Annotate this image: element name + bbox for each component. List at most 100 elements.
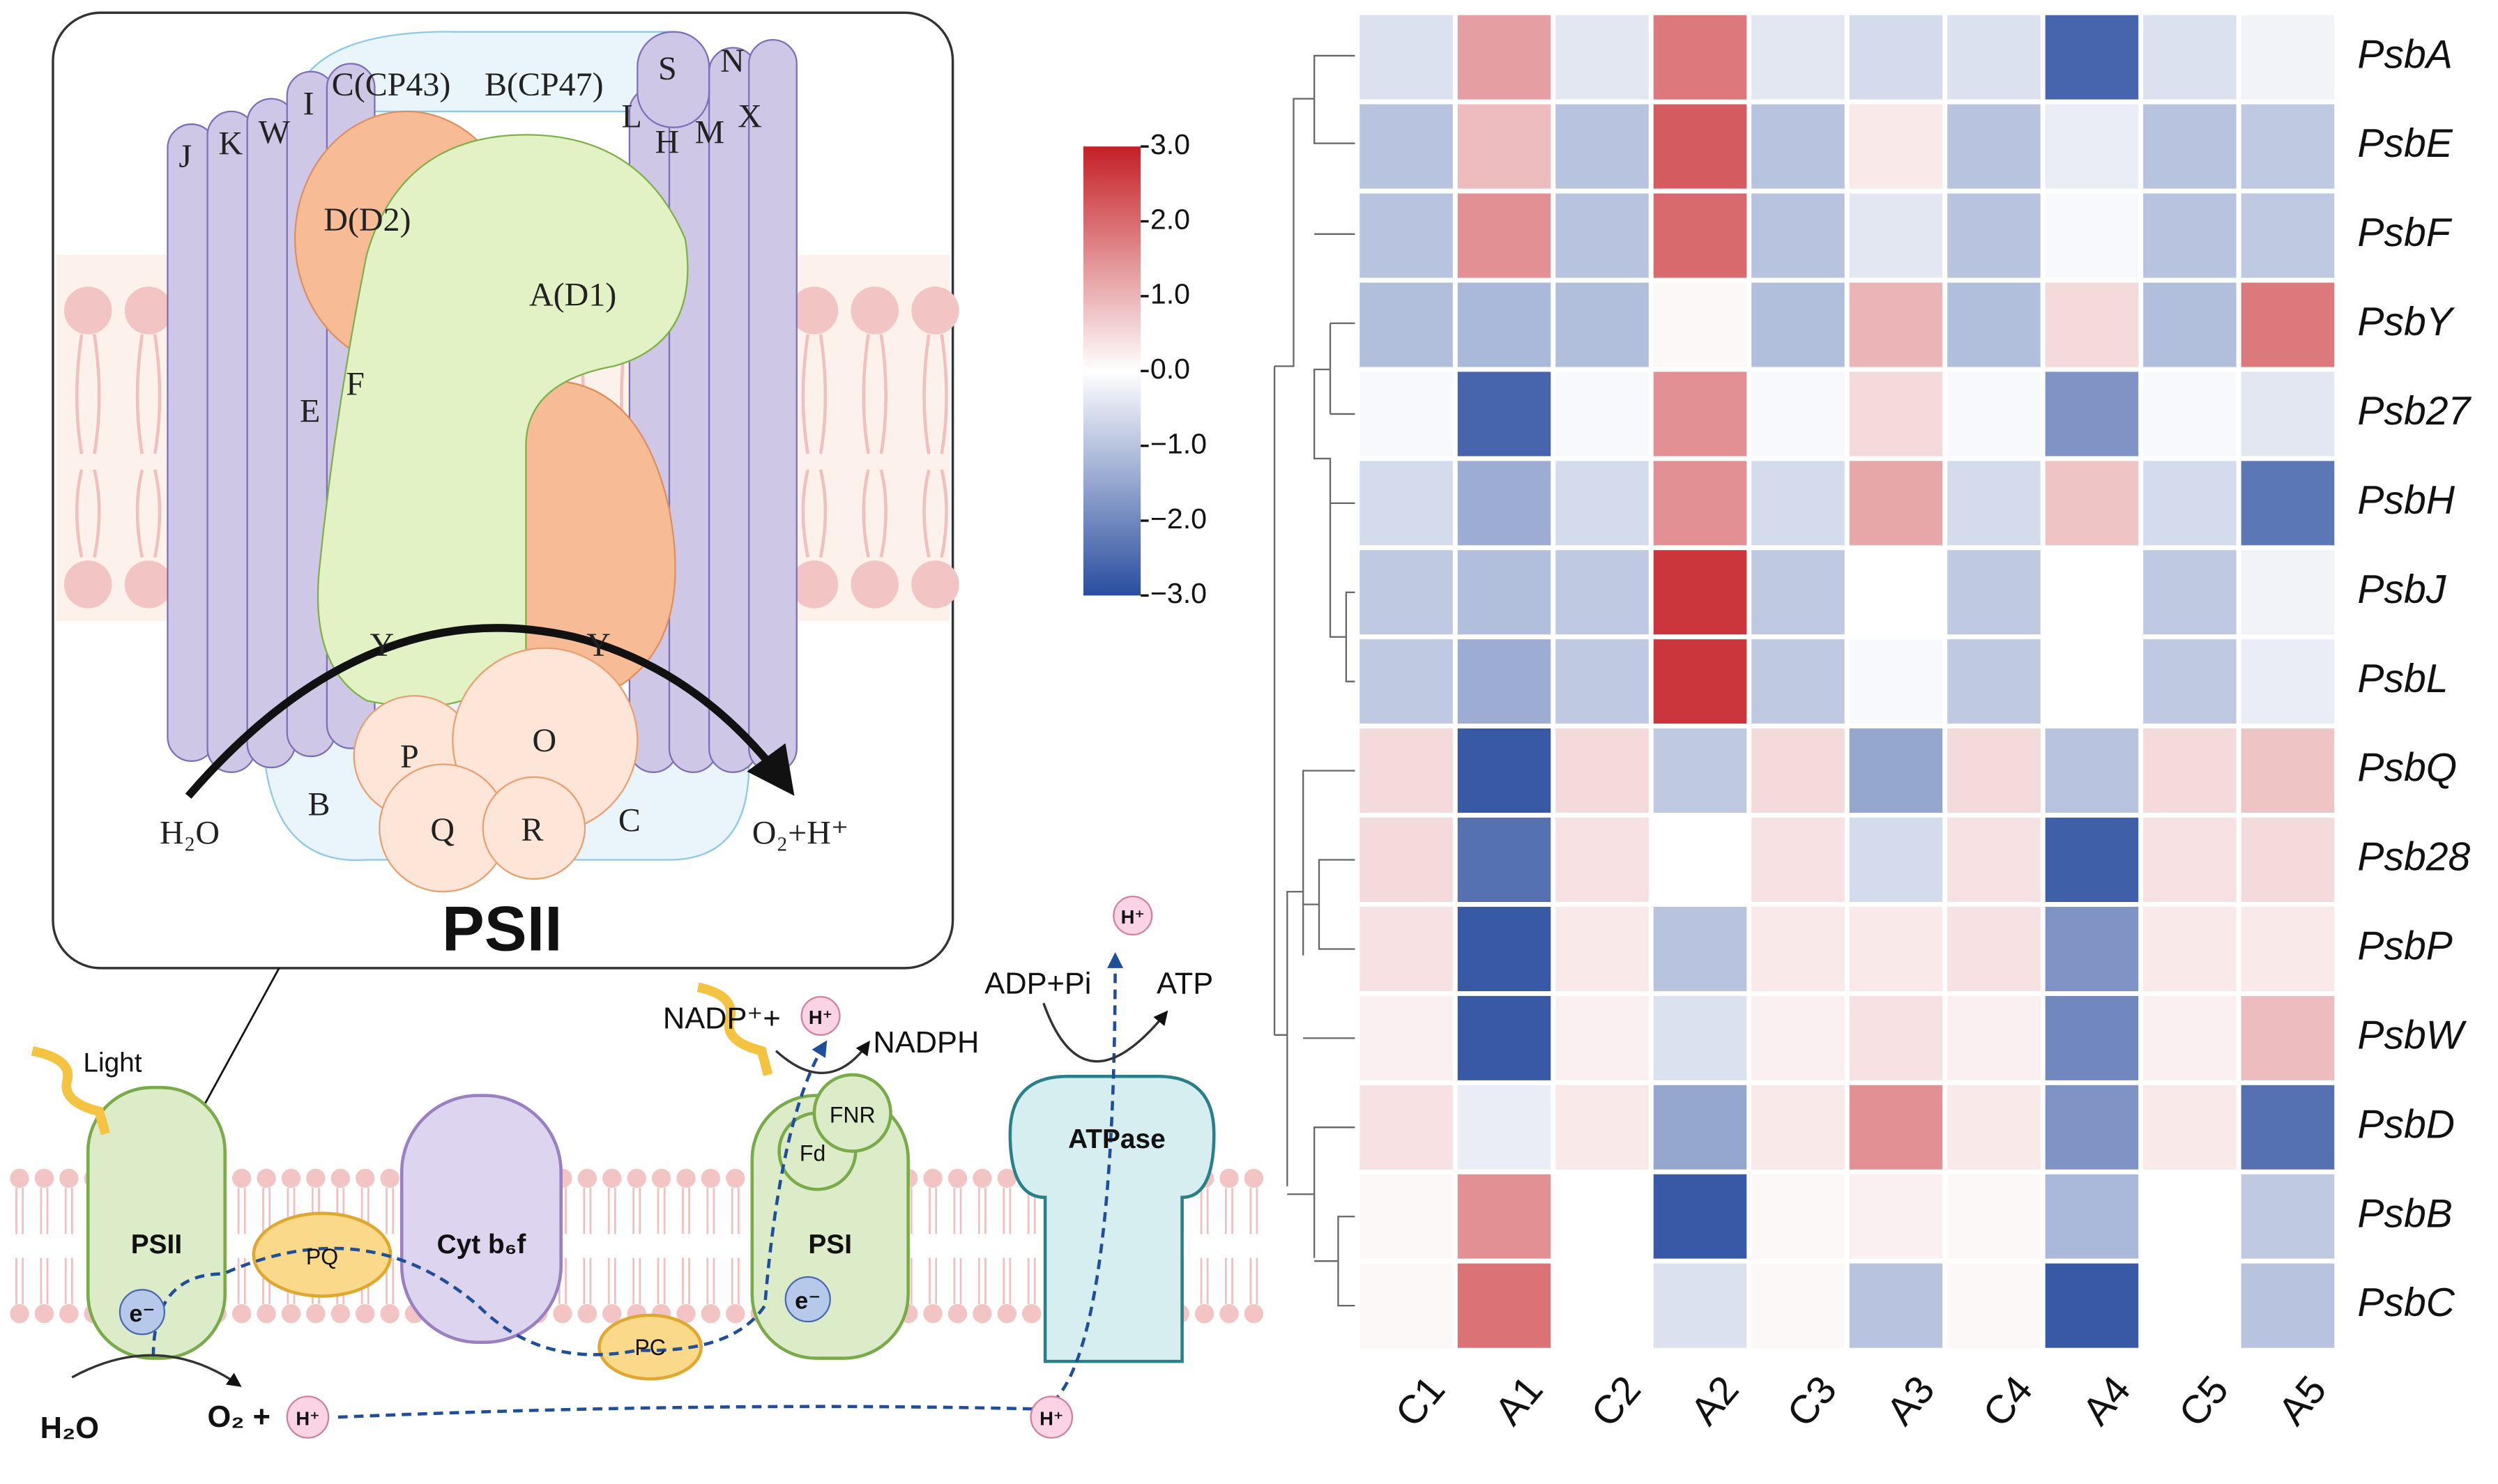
lipid-head <box>59 1168 79 1188</box>
heat-cell <box>1355 545 1458 640</box>
heat-cell <box>1355 1258 1458 1353</box>
heat-cell <box>1942 1080 2046 1175</box>
heat-cell <box>1746 634 1850 729</box>
heat-cell <box>2138 367 2241 461</box>
lipid-head <box>701 1303 721 1324</box>
column-label: C3 <box>1779 1368 1845 1435</box>
lipid <box>237 1188 246 1304</box>
heat-cell <box>1452 902 1556 996</box>
subunit-label: C(CP43) <box>332 66 451 103</box>
heat-cell <box>2040 990 2144 1085</box>
heat-cell <box>2138 902 2241 996</box>
colorbar-tick-label: 0.0 <box>1150 353 1190 385</box>
heat-cell <box>1942 277 2046 372</box>
lipid <box>135 334 162 558</box>
heat-cell <box>1355 188 1458 283</box>
heat-cell <box>1844 1258 1948 1353</box>
row-label: PsbL <box>2357 657 2448 701</box>
lipid <box>1225 1188 1233 1304</box>
heat-cell <box>1355 724 1458 818</box>
lipid-head <box>124 286 173 335</box>
heat-cell <box>1551 724 1654 818</box>
heat-cell <box>1551 1169 1654 1264</box>
pq-label: PQ <box>306 1244 338 1269</box>
lipid-head <box>911 560 959 609</box>
heat-cell <box>1648 367 1752 461</box>
subunit-label: Y <box>586 627 611 664</box>
lipid-head <box>701 1168 721 1188</box>
lipid <box>40 1188 49 1304</box>
heat-cell <box>1551 990 1654 1085</box>
lipid-head <box>923 1303 943 1324</box>
heat-cell <box>1942 813 2046 907</box>
lipid <box>706 1188 715 1304</box>
heat-cell <box>1942 456 2046 551</box>
lipid <box>1200 1188 1209 1304</box>
electron-label: e⁻ <box>129 1301 155 1327</box>
heat-cell <box>1648 277 1752 372</box>
lipid <box>607 1188 616 1304</box>
heat-cell <box>2138 1258 2241 1353</box>
subunit-label: Q <box>430 811 455 848</box>
heat-cell <box>2138 99 2241 194</box>
lipid <box>1249 1188 1258 1304</box>
colorbar-tick-label: −2.0 <box>1150 503 1207 535</box>
lipid-head <box>257 1168 276 1188</box>
heat-cell <box>1551 10 1654 105</box>
lipid-head <box>1021 1303 1042 1324</box>
heat-cell <box>1746 990 1850 1085</box>
heat-cell <box>1551 99 1654 194</box>
subunit-label: S <box>658 50 677 87</box>
heat-cell <box>2040 456 2144 551</box>
proton-icons <box>286 895 1153 1439</box>
subunit-label: X <box>738 98 762 135</box>
nadp-label: NADP⁺+ <box>663 1002 781 1036</box>
lipid <box>64 1188 73 1304</box>
psii-label: PSII <box>131 1230 182 1260</box>
heat-cell <box>1746 724 1850 818</box>
subunit-label: J <box>178 138 192 175</box>
subunit-label: E <box>300 392 320 429</box>
heat-cell <box>2040 902 2144 996</box>
lipid <box>731 1188 740 1304</box>
heat-cell <box>1746 367 1850 461</box>
lipid-head <box>355 1168 375 1188</box>
lipid-head <box>726 1303 745 1324</box>
heat-cell <box>1355 813 1458 907</box>
heat-cell <box>2236 456 2340 551</box>
row-label: PsbH <box>2357 478 2455 523</box>
heat-cell <box>1746 1169 1850 1264</box>
heat-cell <box>2236 990 2340 1085</box>
heat-cell <box>2236 724 2340 818</box>
subunit-label: B(CP47) <box>485 66 604 103</box>
lipid-head <box>231 1303 252 1324</box>
subunit-label: N <box>720 43 745 79</box>
lipid <box>632 1188 641 1304</box>
lipid-head <box>306 1168 326 1188</box>
heat-cell <box>2236 902 2340 996</box>
pc-label: PC <box>634 1335 665 1360</box>
d1 <box>317 134 689 707</box>
heat-cell <box>2040 1080 2144 1175</box>
proton-label: H⁺ <box>809 1007 832 1028</box>
heat-cell <box>1942 634 2046 729</box>
inset-title: PSII <box>442 894 563 965</box>
lipid <box>311 1188 320 1304</box>
lipid <box>287 1188 296 1304</box>
colorbar-tick-label: 2.0 <box>1150 203 1190 235</box>
heat-cell <box>1648 545 1752 640</box>
lipid-head <box>851 560 899 609</box>
heat-cell <box>1452 545 1556 640</box>
d2-lower <box>509 379 676 686</box>
lipid-head <box>790 560 839 609</box>
heat-cell <box>1452 10 1556 105</box>
lipid <box>657 1188 666 1304</box>
row-label: PsbF <box>2357 211 2452 255</box>
heat-cell <box>1551 277 1654 372</box>
lipid <box>1003 1188 1012 1304</box>
water-split <box>71 1354 242 1387</box>
subunit-label: Y <box>370 627 395 664</box>
heat-cell <box>1551 902 1654 996</box>
lipid-head <box>973 1168 992 1188</box>
